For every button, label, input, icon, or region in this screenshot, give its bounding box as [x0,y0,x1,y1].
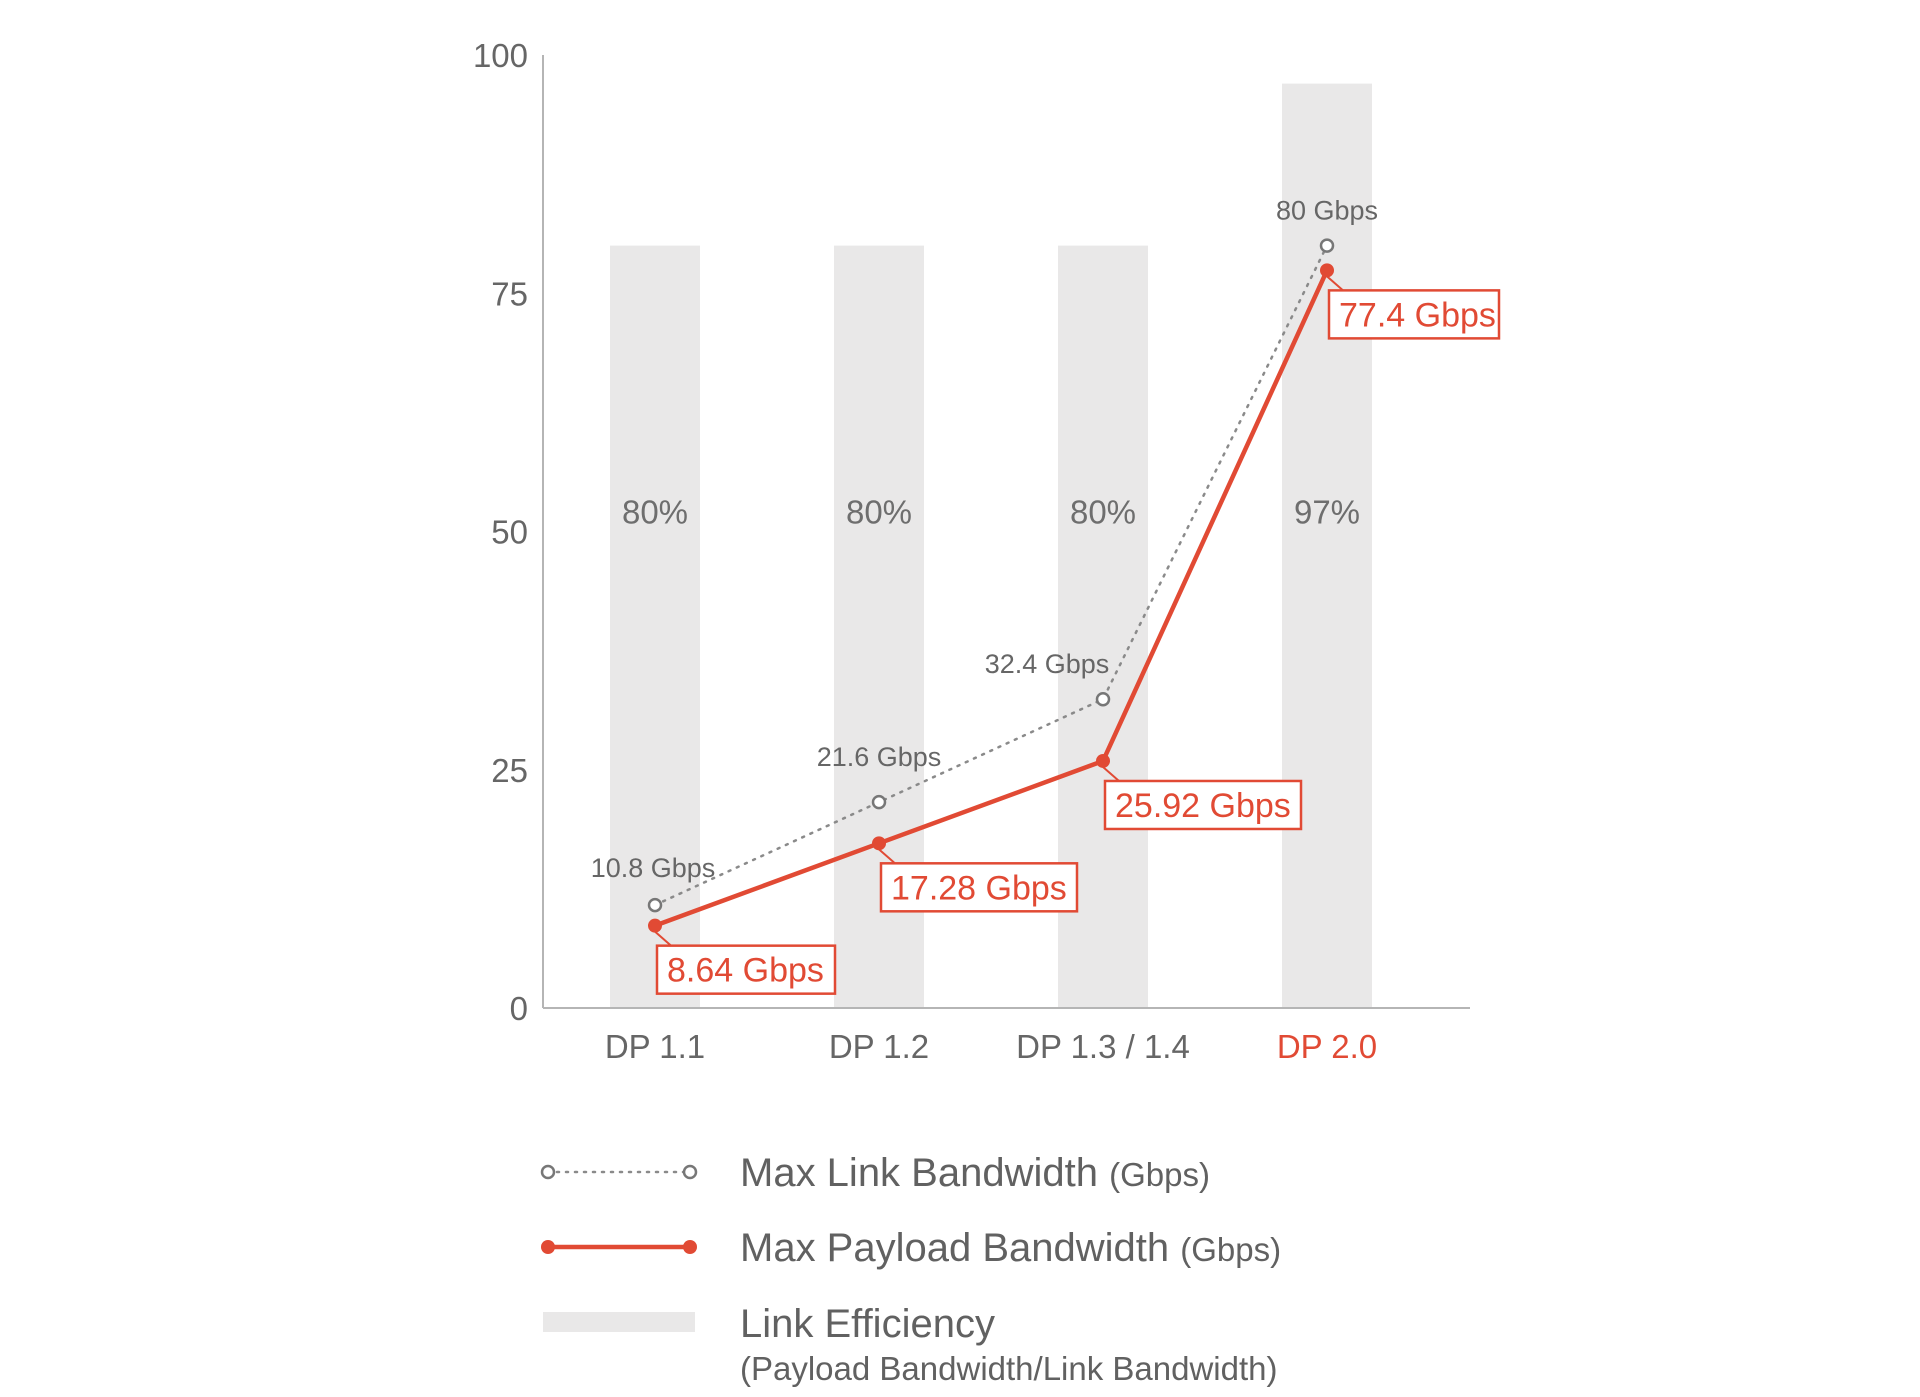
y-tick-label: 0 [510,990,528,1027]
bar-percent-label: 80% [846,494,912,531]
link-bandwidth-line [653,244,1329,907]
bar-percent-label: 97% [1294,494,1360,531]
payload-callout-pointer [1102,766,1120,782]
legend-payload-unit: (Gbps) [1180,1231,1281,1268]
legend-payload-label: Max Payload Bandwidth (Gbps) [740,1226,1281,1270]
legend-link-marker [682,1164,698,1180]
payload-bandwidth-point [1096,753,1110,768]
payload-bandwidth-point [648,918,662,933]
y-tick-label: 50 [491,514,528,551]
y-tick-label: 100 [473,37,528,74]
payload-callout-box [655,944,837,995]
bandwidth-lines [647,238,1335,933]
link-bandwidth-point [1319,238,1335,253]
bar-4 [1282,83,1372,1009]
payload-bandwidth-point [872,836,886,851]
efficiency-bars [610,83,1372,1009]
link-bandwidth-label: 80 Gbps [1276,196,1378,226]
link-bandwidth-label: 32.4 Gbps [985,649,1110,679]
axes: 0 25 50 75 100 DP 1.1 DP 1.2 DP 1.3 / 1.4 DP 2.0 [473,37,1470,1065]
link-bandwidth-label: 10.8 Gbps [591,853,716,883]
legend-efficiency-sublabel: (Payload Bandwidth/Link Bandwidth) [740,1350,1278,1387]
link-bandwidth-point [871,794,887,810]
legend: Max Link Bandwidth (Gbps) Max Payload Ban… [540,1151,1281,1387]
x-category-label: DP 2.0 [1277,1028,1377,1065]
x-category-label: DP 1.3 / 1.4 [1016,1028,1190,1065]
legend-efficiency-label: Link Efficiency [740,1302,995,1346]
payload-callout-box [879,862,1079,913]
y-tick-label: 25 [491,752,528,789]
x-category-label: DP 1.2 [829,1028,929,1065]
payload-bandwidth-label: 77.4 Gbps [1339,296,1496,334]
payload-callout-pointer [654,930,672,947]
x-category-label: DP 1.1 [605,1028,705,1065]
payload-callout-box [1103,779,1303,831]
payload-callout-pointer [878,848,896,865]
legend-link-marker [540,1164,556,1180]
legend-link-unit: (Gbps) [1109,1156,1210,1193]
bar-percent-label: 80% [622,494,688,531]
link-bandwidth-point [1095,691,1111,707]
link-bandwidth-label: 21.6 Gbps [817,742,942,772]
payload-bandwidth-point [1320,263,1334,278]
link-bandwidth-point [647,897,663,913]
payload-callout-box [1327,289,1501,340]
data-labels: 80% 80% 80% 97% 10.8 Gbps 21.6 Gbps 32.4 Gbps 8… [591,196,1501,995]
payload-callout-pointer [1326,275,1344,292]
legend-payload-marker [541,1240,555,1254]
payload-bandwidth-label: 25.92 Gbps [1115,787,1291,825]
bar-percent-label: 80% [1070,494,1136,531]
bar-1 [610,245,700,1009]
payload-bandwidth-label: 17.28 Gbps [891,869,1067,907]
y-tick-label: 75 [491,275,528,312]
payload-bandwidth-label: 8.64 Gbps [667,952,824,990]
payload-bandwidth-line [654,269,1330,928]
legend-link-label: Max Link Bandwidth (Gbps) [740,1151,1210,1195]
legend-payload-marker [683,1240,697,1254]
legend-efficiency-swatch [543,1312,695,1332]
